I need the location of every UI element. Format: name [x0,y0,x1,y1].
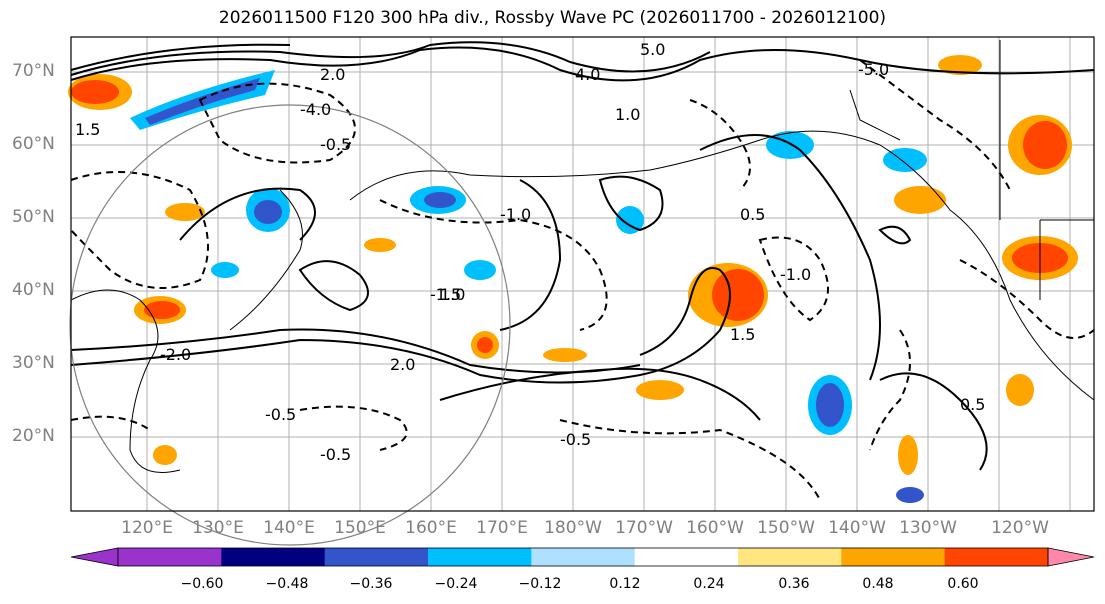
shade-patch [938,55,982,75]
lat-label: 40°N [12,280,55,300]
colorbar-cell [118,548,222,566]
shade-patch [464,260,496,280]
contour-label: 2.0 [390,355,415,374]
lon-label: 150°E [334,518,386,538]
shade-patch [254,200,282,224]
contour-label: 2.0 [320,65,345,84]
contour-label: -1.0 [500,205,531,224]
lat-label: 70°N [12,61,55,81]
contour-label: 1.0 [440,285,465,304]
lon-label: 120°W [991,518,1049,538]
lon-label: 130°E [192,518,244,538]
shaded-anomalies [68,55,1078,503]
contour-label: 0.5 [740,205,765,224]
contour-label: 1.5 [730,325,755,344]
reference-circle [69,104,511,546]
contour-label: 4.0 [575,65,600,84]
colorbar-tick: −0.36 [349,576,393,592]
shade-patch [364,238,396,252]
shade-patch [1006,374,1034,406]
contour-label: 0.5 [960,395,985,414]
contour-label: -5.0 [858,60,889,79]
colorbar-cell [841,548,946,566]
colorbar-under-arrow [70,547,119,567]
shade-patch [477,337,493,353]
contour-label: -2.0 [160,345,191,364]
contour-label: -0.5 [265,405,296,424]
lon-label: 120°E [121,518,173,538]
contour-label: -0.5 [320,445,351,464]
colorbar-tick: 0.60 [947,576,979,592]
map-panel: 5.0 4.0 2.0 1.5 -0.5 1.0 -1.0 -1.5 -2.0 0.5 -4.0 -5… [68,36,1095,546]
shade-patch [145,78,260,125]
lat-label: 50°N [12,207,55,227]
lon-label: 140°W [828,518,886,538]
colorbar-tick: −0.60 [180,576,224,592]
colorbar-frame [117,547,1049,567]
shade-patch [894,186,946,214]
lon-label: 160°E [405,518,457,538]
shade-patch [144,301,180,319]
colorbar-cell [944,548,1049,566]
coastlines [70,40,1095,473]
contour-label: -0.5 [320,135,351,154]
colorbar-tick: −0.48 [265,576,309,592]
lat-label: 60°N [12,134,55,154]
lon-label: 140°E [263,518,315,538]
lat-label: 30°N [12,353,55,373]
colorbar-cell [738,548,842,566]
map-title: 2026011500 F120 300 hPa div., Rossby Wav… [218,8,887,28]
shade-patch [71,80,119,104]
contour-label: -0.5 [560,430,591,449]
contour-label: -1.5 [430,285,461,304]
shade-patch [1023,121,1067,169]
shade-patch [543,348,587,362]
contours [70,41,1095,501]
contour-label: 1.0 [615,105,640,124]
contour-label: -1.0 [780,265,811,284]
colorbar-tick: 0.36 [778,576,810,592]
shade-patch [816,383,844,427]
colorbar-cell [221,548,326,566]
colorbar-tick: −0.24 [434,576,478,592]
contour-label: 1.5 [75,120,100,139]
lon-label: 170°E [476,518,528,538]
contour-label: 5.0 [640,40,665,59]
shade-patch [636,380,684,400]
lon-label: 160°W [686,518,744,538]
shade-patch [424,192,456,208]
colorbar-cell [531,548,636,566]
lon-label: 150°W [757,518,815,538]
shade-patch [898,435,918,475]
colorbar-tick: −0.12 [518,576,562,592]
shade-patch [896,487,924,503]
colorbar-tick: 0.12 [609,576,641,592]
colorbar-cell [634,548,739,566]
colorbar [70,547,1095,567]
shade-patch [211,262,239,278]
colorbar-tick: 0.48 [862,576,894,592]
lon-label: 130°W [899,518,957,538]
contour-labels: 5.0 4.0 2.0 1.5 -0.5 1.0 -1.0 -1.5 -2.0 0.5 -4.0 -5… [75,40,985,464]
contour-label: -4.0 [300,100,331,119]
shade-patch [616,206,644,234]
colorbar-cell [324,548,429,566]
lon-label: 170°W [615,518,673,538]
lat-label: 20°N [12,426,55,446]
colorbar-cell [428,548,532,566]
shade-patch [712,269,764,321]
colorbar-over-arrow [1047,547,1095,567]
lon-label: 180°W [544,518,602,538]
shade-patch [153,445,177,465]
shade-patch [766,131,814,159]
colorbar-tick: 0.24 [693,576,725,592]
shade-patch [165,203,205,221]
